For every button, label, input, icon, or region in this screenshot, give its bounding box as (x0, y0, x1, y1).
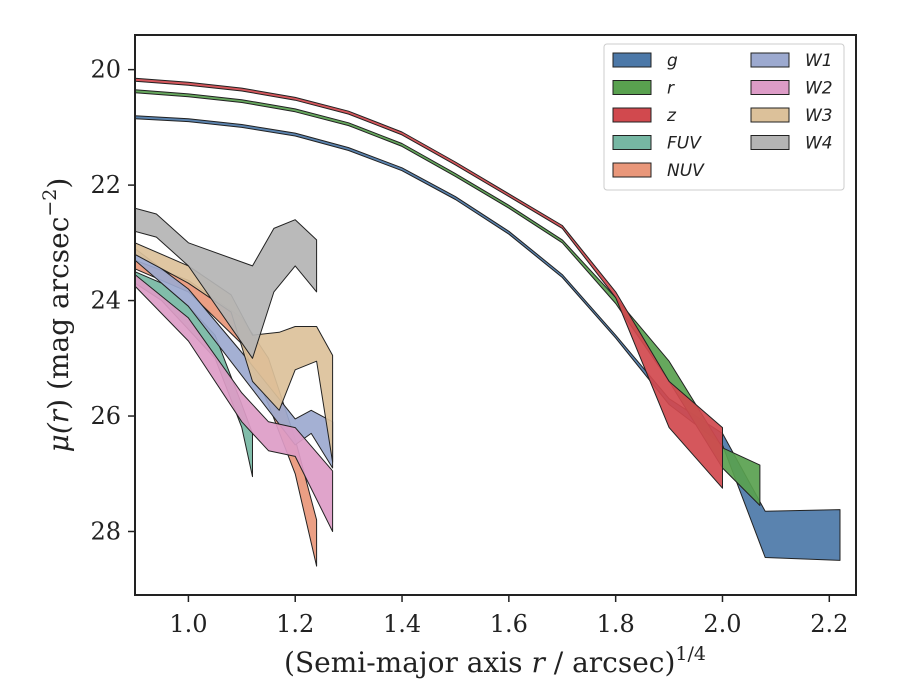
y-tick-label: 24 (90, 287, 121, 315)
legend-swatch-z (612, 107, 652, 123)
legend-swatch-w4 (750, 135, 790, 150)
x-tick-label: 1.2 (276, 610, 314, 638)
y-axis-title-close: ) (42, 178, 75, 189)
legend-label-z: z (666, 106, 677, 126)
x-axis-title-post: / arcsec) (545, 646, 676, 679)
band-g (135, 115, 841, 561)
legend-label-r: r (667, 79, 675, 99)
x-tick-label: 1.8 (597, 610, 635, 638)
x-axis-title-sup: 1/4 (675, 643, 706, 665)
legend-label-w2: W2 (805, 79, 833, 99)
band-w4 (135, 207, 318, 359)
legend-label-g: g (667, 51, 678, 71)
y-tick-label: 28 (90, 517, 121, 545)
legend-label-nuv: NUV (667, 161, 705, 181)
plot-frame (134, 34, 857, 596)
x-axis-title-pre: (Semi-major axis (284, 646, 531, 679)
y-axis-title-sup: −2 (39, 189, 61, 217)
y-axis-title-var: r (42, 408, 75, 423)
band-z (135, 77, 723, 489)
x-axis-title: (Semi-major axis r / arcsec)1/4 (284, 643, 706, 679)
bands-layer (135, 77, 841, 567)
y-axis-title-rest: ) (mag arcsec (42, 217, 75, 410)
legend-label-fuv: FUV (667, 134, 702, 154)
legend: grz FUV NUV W1 W2 W3 W4 (603, 43, 845, 191)
x-tick-label: 1.0 (169, 610, 207, 638)
band-w2 (135, 274, 334, 532)
x-tick-label: 2.0 (703, 610, 741, 638)
legend-swatch-w3 (750, 107, 790, 123)
y-axis-title: μ(r) (mag arcsec−2) (39, 178, 75, 453)
legend-label-w1: W1 (805, 51, 833, 71)
legend-swatch-w2 (750, 80, 790, 95)
y-tick-label: 26 (90, 402, 121, 430)
x-tick-label: 1.6 (490, 610, 528, 638)
ticks-layer: 1.0 1.2 1.4 1.6 1.8 2.0 2.2 20 22 24 26 28 (90, 56, 848, 638)
legend-swatch-r (612, 80, 652, 95)
x-axis-title-var: r (531, 646, 546, 679)
x-tick-label: 2.2 (810, 610, 848, 638)
y-tick-label: 22 (90, 171, 121, 199)
legend-swatch-g (612, 52, 652, 68)
x-tick-label: 1.4 (383, 610, 421, 638)
band-w1 (135, 248, 334, 469)
legend-swatch-nuv (612, 162, 652, 178)
y-tick-label: 20 (90, 56, 121, 84)
legend-swatch-fuv (612, 135, 652, 150)
y-axis-title-mu: μ( (42, 422, 75, 452)
legend-swatch-w1 (750, 52, 790, 68)
legend-label-w3: W3 (805, 106, 833, 126)
legend-label-w4: W4 (805, 134, 833, 154)
band-r (135, 89, 761, 506)
